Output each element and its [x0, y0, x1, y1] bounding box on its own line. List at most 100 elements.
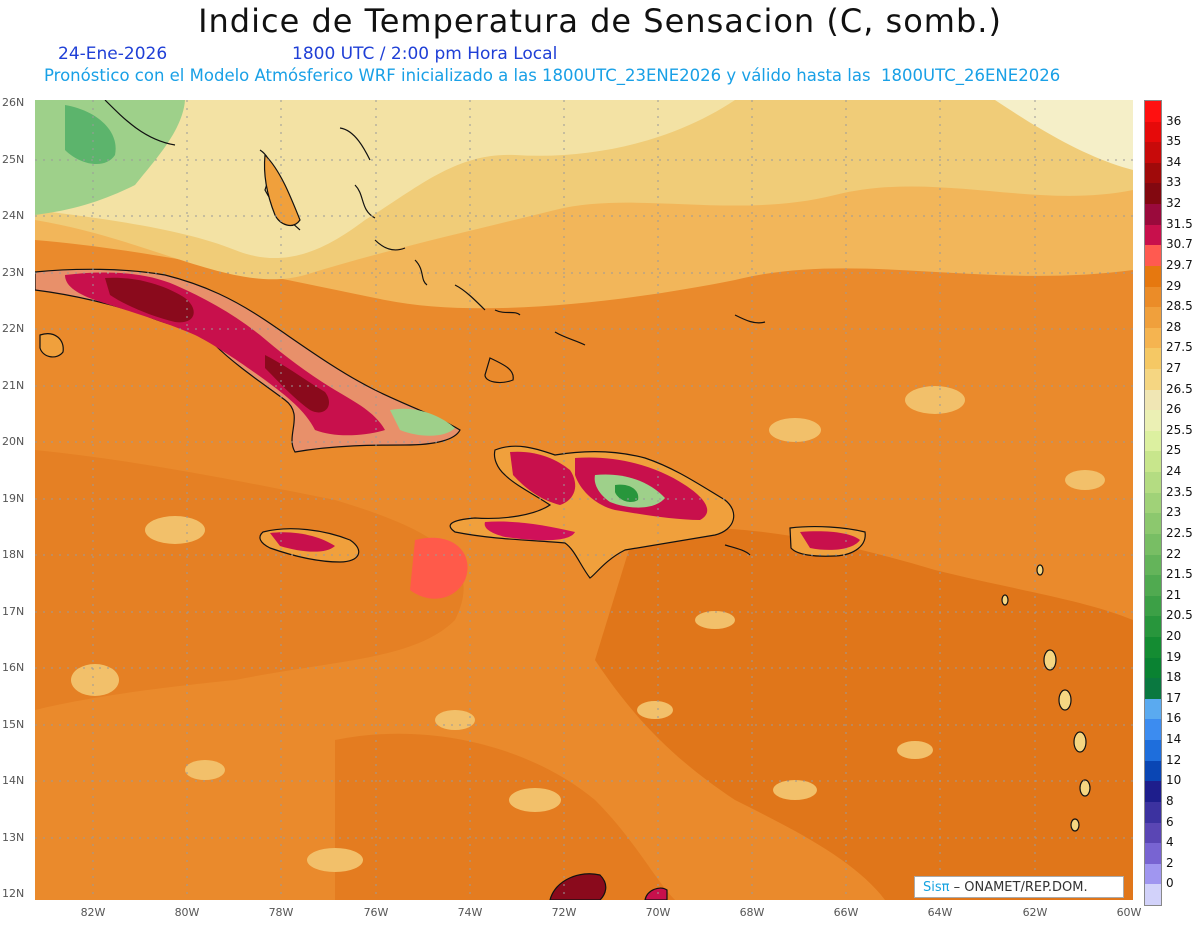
colorbar-swatch — [1145, 719, 1161, 741]
colorbar-swatch — [1145, 410, 1161, 432]
colorbar-swatch — [1145, 513, 1161, 535]
lat-label: 24N — [2, 209, 25, 222]
lat-label: 23N — [2, 266, 25, 279]
lat-lon-grid — [35, 100, 1133, 900]
colorbar-tick-label: 18 — [1166, 670, 1182, 685]
lon-label: 76W — [363, 906, 389, 919]
colorbar-swatch — [1145, 657, 1161, 679]
lat-label: 19N — [2, 492, 25, 505]
map-title: Indice de Temperatura de Sensacion (C, s… — [198, 2, 1002, 40]
colorbar-swatch — [1145, 265, 1161, 288]
colorbar-tick-label: 12 — [1166, 752, 1182, 767]
colorbar-swatch — [1145, 801, 1161, 824]
pale-band — [35, 100, 735, 259]
colorbar-swatch — [1145, 533, 1161, 556]
jamaica — [259, 528, 360, 563]
colorbar-swatch — [1145, 286, 1161, 308]
lat-label: 25N — [2, 153, 25, 166]
colorbar-swatch — [1145, 348, 1161, 370]
colorbar-tick-label: 2 — [1166, 855, 1174, 870]
colorbar-swatch — [1145, 822, 1161, 844]
model-info: Pronóstico con el Modelo Atmósferico WRF… — [44, 66, 1061, 85]
lat-label: 12N — [2, 887, 25, 900]
colorbar-tick-label: 16 — [1166, 711, 1182, 726]
colorbar-tick-label: 26.5 — [1166, 381, 1193, 396]
south-darker-band — [335, 733, 675, 900]
lon-label: 82W — [80, 906, 106, 919]
lon-label: 66W — [833, 906, 859, 919]
colorbar-tick-label: 21 — [1166, 587, 1182, 602]
lat-label: 14N — [2, 774, 25, 787]
heat-index-map — [35, 100, 1133, 900]
colorbar-tick-label: 33 — [1166, 175, 1182, 190]
colorbar-tick-label: 23.5 — [1166, 484, 1193, 499]
colorbar-swatch — [1145, 781, 1161, 803]
map-canvas — [35, 100, 1133, 900]
isla-juventud — [39, 333, 64, 358]
lon-label: 68W — [739, 906, 765, 919]
cuba — [35, 268, 461, 453]
colorbar — [1144, 100, 1162, 906]
colorbar-tick-label: 17 — [1166, 690, 1182, 705]
forecast-time: 1800 UTC / 2:00 pm Hora Local — [292, 44, 558, 64]
colorbar-swatch — [1145, 162, 1161, 184]
pale-ne-patch — [995, 100, 1133, 170]
colorbar-tick-label: 30.7 — [1166, 237, 1193, 252]
colorbar-swatch — [1145, 430, 1161, 452]
convective-cells — [71, 386, 1105, 872]
colorbar-tick-label: 20 — [1166, 629, 1182, 643]
lon-label: 64W — [927, 906, 953, 919]
colorbar-tick-label: 24 — [1166, 464, 1182, 479]
colorbar-tick-label: 14 — [1166, 732, 1182, 747]
colorbar-tick-label: 19 — [1166, 649, 1182, 664]
lon-label: 80W — [174, 906, 200, 919]
colorbar-swatch — [1145, 389, 1161, 411]
colorbar-tick-label: 28 — [1166, 319, 1182, 334]
colorbar-tick-label: 36 — [1166, 113, 1182, 128]
lat-label: 16N — [2, 661, 25, 674]
colorbar-swatch — [1145, 492, 1161, 514]
lat-label: 17N — [2, 605, 25, 618]
lon-label: 62W — [1022, 906, 1048, 919]
colorbar-swatch — [1145, 121, 1161, 143]
lon-label: 74W — [457, 906, 483, 919]
colorbar-swatch — [1145, 245, 1161, 267]
colorbar-tick-label: 23 — [1166, 505, 1182, 520]
lesser-antilles — [1001, 564, 1091, 832]
colorbar-swatch — [1145, 307, 1161, 329]
lat-label: 18N — [2, 548, 25, 561]
lat-label: 22N — [2, 322, 25, 335]
colorbar-tick-label: 31.5 — [1166, 216, 1193, 231]
colorbar-swatch — [1145, 595, 1161, 617]
colorbar-swatch — [1145, 678, 1161, 700]
colorbar-swatch — [1145, 616, 1161, 638]
colorbar-tick-label: 32 — [1166, 196, 1182, 211]
lat-label: 21N — [2, 379, 25, 392]
colorbar-swatch — [1145, 327, 1161, 349]
colorbar-tick-label: 28.5 — [1166, 299, 1193, 314]
colorbar-tick-label: 0 — [1166, 876, 1174, 891]
colorbar-tick-label: 29.7 — [1166, 257, 1193, 272]
colorbar-swatch — [1145, 698, 1161, 720]
lon-label: 72W — [551, 906, 577, 919]
colorbar-tick-label: 27.5 — [1166, 340, 1193, 355]
colorbar-swatch — [1145, 884, 1161, 906]
lat-label: 20N — [2, 435, 25, 448]
florida-cool-core — [65, 105, 116, 165]
colorbar-tick-label: 27 — [1166, 361, 1182, 375]
colorbar-tick-label: 22.5 — [1166, 525, 1193, 540]
colorbar-swatch — [1145, 554, 1161, 576]
colorbar-tick-label: 29 — [1166, 278, 1182, 293]
lat-label: 26N — [2, 96, 25, 109]
lon-label: 60W — [1116, 906, 1142, 919]
colorbar-tick-label: 20.5 — [1166, 608, 1193, 623]
colorbar-swatch — [1145, 101, 1161, 123]
colorbar-tick-label: 26 — [1166, 402, 1182, 417]
red-warm-area — [410, 537, 468, 599]
organization-label: – ONAMET/REP.DOM. — [953, 880, 1088, 895]
colorbar-tick-label: 34 — [1166, 154, 1182, 169]
andros-island — [263, 153, 301, 227]
colorbar-swatch — [1145, 472, 1161, 494]
colorbar-swatch — [1145, 142, 1161, 164]
puerto-rico — [789, 525, 866, 557]
